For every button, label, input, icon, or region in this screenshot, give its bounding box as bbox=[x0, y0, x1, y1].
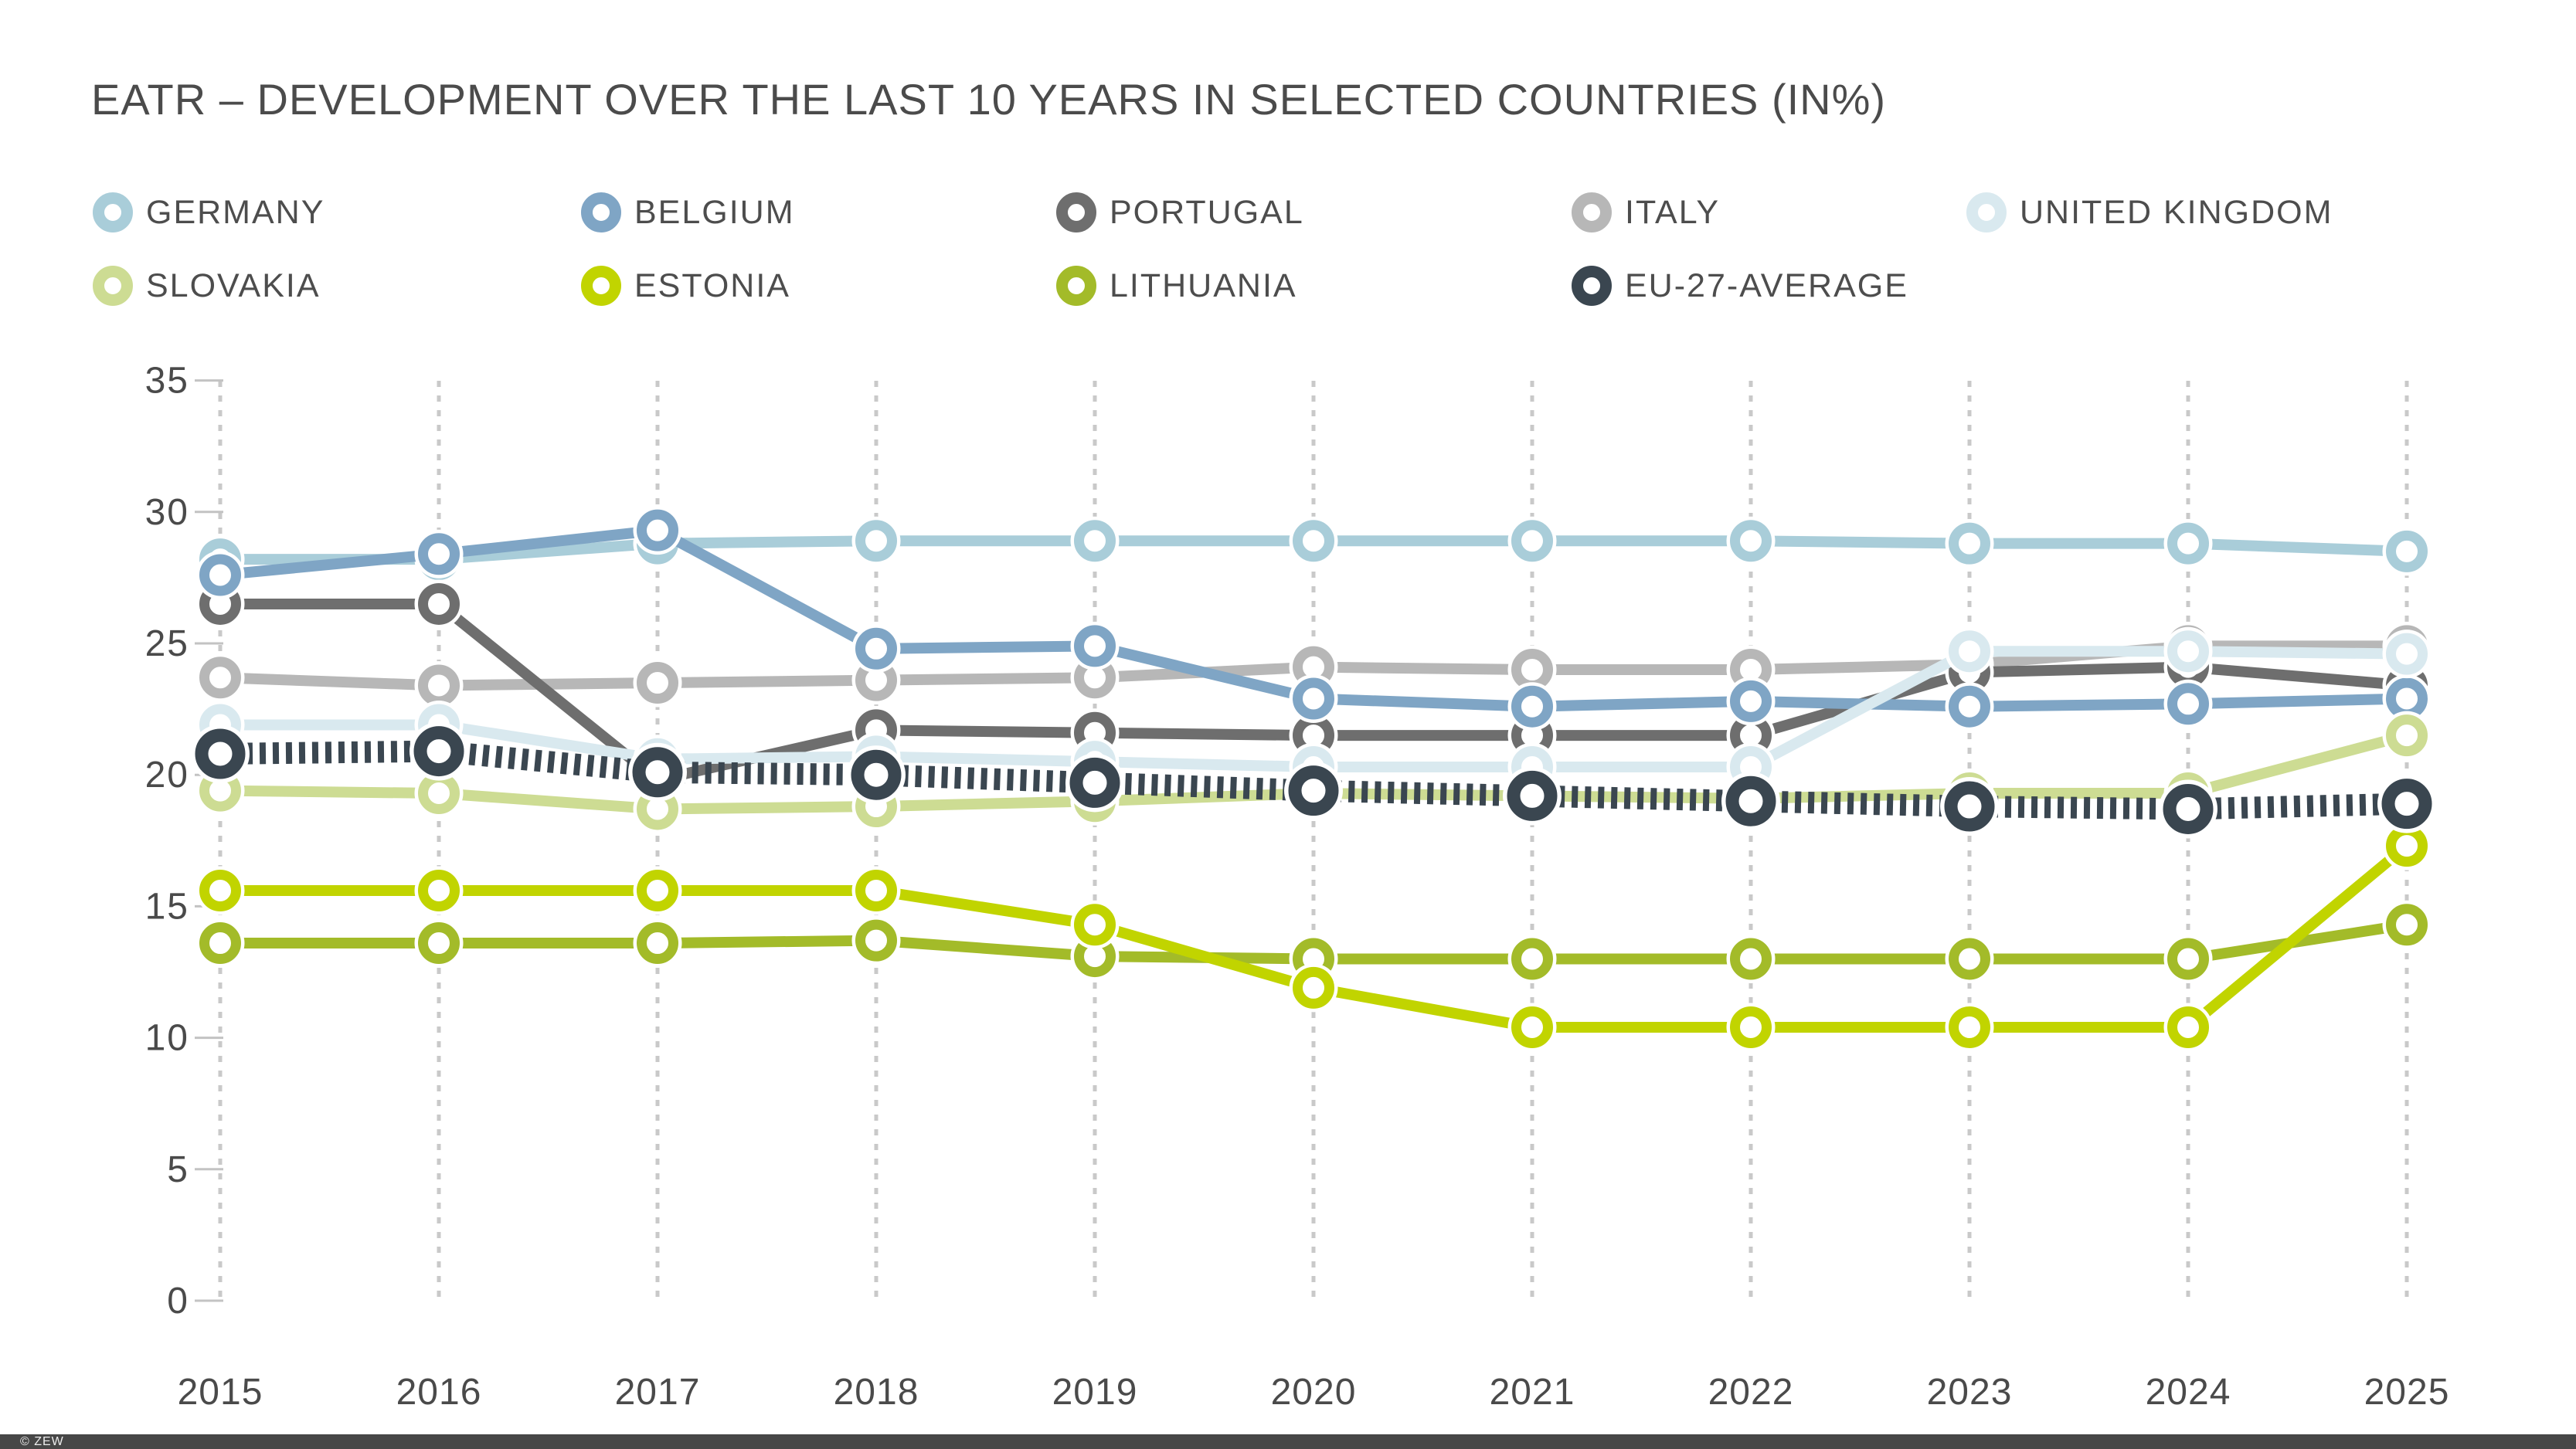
point-estonia-2017 bbox=[637, 869, 678, 911]
x-axis-labels: 2015 2016 2017 2018 2019 2020 2021 2022 2023 2024… bbox=[178, 1372, 2450, 1413]
point-slovakia-2025 bbox=[2386, 714, 2428, 757]
point-estonia-2018 bbox=[855, 869, 897, 911]
x-tick-label-2022: 2022 bbox=[1708, 1372, 1794, 1413]
series-belgium bbox=[195, 506, 2432, 731]
point-germany-2021 bbox=[1511, 520, 1553, 562]
y-tick-label-10: 10 bbox=[145, 1018, 189, 1059]
series-eu-27-average bbox=[191, 721, 2436, 839]
point-lithuania-2016 bbox=[418, 922, 460, 965]
point-belgium-2022 bbox=[1730, 680, 1772, 722]
point-eu-27-average-2016 bbox=[413, 726, 464, 777]
point-lithuania-2017 bbox=[637, 922, 678, 965]
point-eu-27-average-2019 bbox=[1069, 757, 1120, 808]
point-italy-2015 bbox=[199, 657, 241, 699]
point-eu-27-average-2022 bbox=[1725, 775, 1776, 826]
point-eu-27-average-2025 bbox=[2381, 779, 2432, 830]
y-tick-label-30: 30 bbox=[145, 492, 189, 533]
x-tick-label-2021: 2021 bbox=[1490, 1372, 1575, 1413]
point-united-kingdom-2023 bbox=[1949, 630, 1990, 673]
point-lithuania-2023 bbox=[1949, 938, 1990, 980]
point-lithuania-2018 bbox=[855, 919, 897, 962]
y-tick-label-15: 15 bbox=[145, 886, 189, 927]
x-tick-label-2024: 2024 bbox=[2146, 1372, 2231, 1413]
point-germany-2018 bbox=[855, 520, 897, 562]
point-germany-2024 bbox=[2167, 522, 2209, 565]
point-eu-27-average-2021 bbox=[1507, 770, 1558, 821]
y-tick-label-35: 35 bbox=[145, 361, 189, 402]
point-estonia-2021 bbox=[1511, 1006, 1553, 1048]
point-eu-27-average-2018 bbox=[851, 749, 902, 800]
point-belgium-2017 bbox=[637, 509, 678, 551]
point-belgium-2015 bbox=[199, 554, 241, 596]
footer-bar: © ZEW bbox=[0, 1434, 2576, 1449]
y-axis-ticks: 35 30 25 20 15 10 5 0 bbox=[145, 361, 223, 1322]
point-lithuania-2022 bbox=[1730, 938, 1772, 980]
series-estonia bbox=[195, 821, 2432, 1052]
chart-title: EATR – DEVELOPMENT OVER THE LAST 10 YEAR… bbox=[91, 75, 1887, 124]
x-tick-label-2016: 2016 bbox=[396, 1372, 482, 1413]
y-tick-label-20: 20 bbox=[145, 755, 189, 796]
point-belgium-2023 bbox=[1949, 685, 1990, 728]
y-tick-label-25: 25 bbox=[145, 623, 189, 664]
point-estonia-2023 bbox=[1949, 1006, 1990, 1048]
point-eu-27-average-2017 bbox=[632, 747, 683, 798]
point-united-kingdom-2024 bbox=[2167, 630, 2209, 673]
x-tick-label-2017: 2017 bbox=[615, 1372, 701, 1413]
point-lithuania-2021 bbox=[1511, 938, 1553, 980]
point-united-kingdom-2025 bbox=[2386, 633, 2428, 675]
y-tick-label-0: 0 bbox=[167, 1281, 189, 1322]
point-eu-27-average-2023 bbox=[1944, 781, 1995, 832]
point-lithuania-2024 bbox=[2167, 938, 2209, 980]
point-estonia-2020 bbox=[1293, 966, 1334, 1009]
x-tick-label-2025: 2025 bbox=[2364, 1372, 2450, 1413]
point-estonia-2019 bbox=[1074, 904, 1116, 946]
point-estonia-2022 bbox=[1730, 1006, 1772, 1048]
gridlines bbox=[218, 381, 2409, 1301]
x-tick-label-2018: 2018 bbox=[834, 1372, 919, 1413]
point-lithuania-2025 bbox=[2386, 904, 2428, 946]
x-tick-label-2015: 2015 bbox=[178, 1372, 263, 1413]
point-estonia-2015 bbox=[199, 869, 241, 911]
point-belgium-2016 bbox=[418, 533, 460, 575]
point-belgium-2019 bbox=[1074, 625, 1116, 667]
point-germany-2020 bbox=[1293, 520, 1334, 562]
point-estonia-2016 bbox=[418, 869, 460, 911]
point-slovakia-2016 bbox=[418, 772, 460, 815]
point-belgium-2024 bbox=[2167, 683, 2209, 725]
point-eu-27-average-2020 bbox=[1288, 765, 1339, 816]
point-italy-2017 bbox=[637, 662, 678, 704]
point-germany-2022 bbox=[1730, 520, 1772, 562]
point-belgium-2025 bbox=[2386, 677, 2428, 720]
point-estonia-2024 bbox=[2167, 1006, 2209, 1048]
x-tick-label-2020: 2020 bbox=[1271, 1372, 1357, 1413]
y-tick-label-5: 5 bbox=[167, 1149, 189, 1190]
copyright-text: © ZEW bbox=[20, 1435, 64, 1448]
x-tick-label-2019: 2019 bbox=[1052, 1372, 1138, 1413]
point-belgium-2018 bbox=[855, 627, 897, 670]
point-germany-2023 bbox=[1949, 522, 1990, 565]
point-eu-27-average-2015 bbox=[195, 728, 246, 779]
point-italy-2021 bbox=[1511, 649, 1553, 691]
point-belgium-2020 bbox=[1293, 677, 1334, 720]
point-germany-2025 bbox=[2386, 530, 2428, 572]
point-eu-27-average-2024 bbox=[2163, 783, 2214, 834]
point-lithuania-2015 bbox=[199, 922, 241, 965]
point-italy-2016 bbox=[418, 664, 460, 707]
point-germany-2019 bbox=[1074, 520, 1116, 562]
point-estonia-2025 bbox=[2386, 825, 2428, 867]
point-belgium-2021 bbox=[1511, 685, 1553, 728]
x-tick-label-2023: 2023 bbox=[1927, 1372, 2013, 1413]
point-portugal-2016 bbox=[418, 582, 460, 625]
